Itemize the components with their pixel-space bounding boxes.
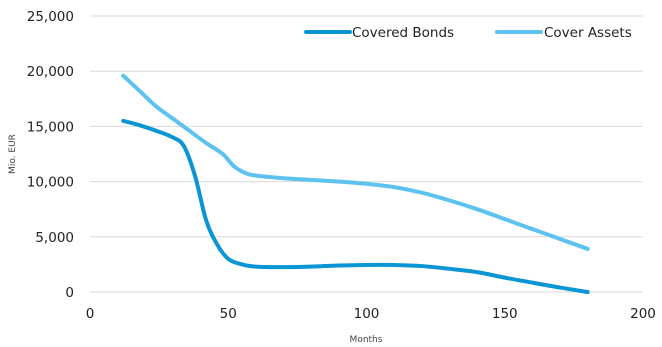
y-tick-label: 20,000 xyxy=(27,64,74,80)
x-tick-label: 0 xyxy=(86,306,95,322)
y-tick-label: 25,000 xyxy=(27,9,74,25)
y-axis-ticks: 0 5,000 10,000 15,000 20,000 25,000 xyxy=(27,9,74,301)
legend: Covered Bonds Cover Assets xyxy=(304,25,632,41)
legend-label-cover-assets: Cover Assets xyxy=(544,25,632,41)
x-tick-label: 150 xyxy=(492,306,518,322)
series-line-covered-bonds xyxy=(121,118,590,294)
x-tick-label: 200 xyxy=(630,306,656,322)
x-axis-ticks: 0 50 100 150 200 xyxy=(86,306,656,322)
y-tick-label: 15,000 xyxy=(27,119,74,135)
series-lines xyxy=(121,73,590,294)
series-line-cover-assets xyxy=(121,73,590,251)
legend-label-covered-bonds: Covered Bonds xyxy=(352,25,454,41)
x-tick-label: 50 xyxy=(220,306,237,322)
x-axis-title: Months xyxy=(350,335,383,345)
y-axis-title: Mio. EUR xyxy=(8,134,18,174)
x-tick-label: 100 xyxy=(354,306,380,322)
y-tick-label: 5,000 xyxy=(35,230,74,246)
gridlines xyxy=(90,15,643,293)
y-tick-label: 0 xyxy=(65,285,74,301)
y-tick-label: 10,000 xyxy=(27,175,74,191)
